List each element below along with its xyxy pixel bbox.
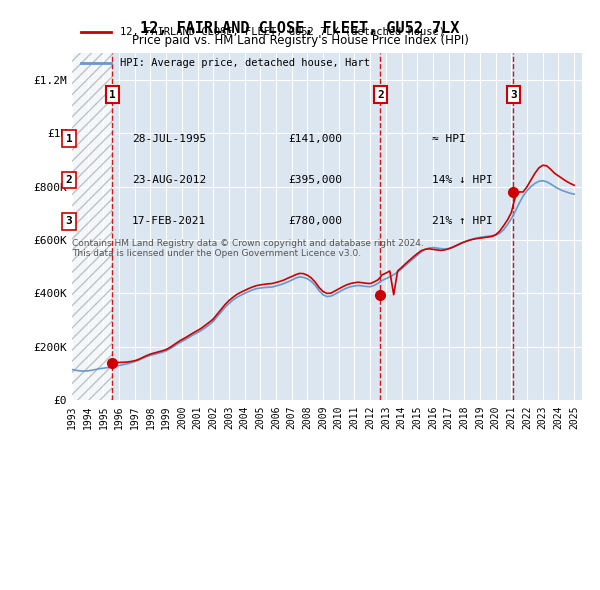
Text: 3: 3 bbox=[510, 90, 517, 100]
Text: 28-JUL-1995: 28-JUL-1995 bbox=[132, 134, 206, 143]
Text: 1: 1 bbox=[65, 134, 73, 143]
Text: 1: 1 bbox=[109, 90, 116, 100]
Text: 21% ↑ HPI: 21% ↑ HPI bbox=[432, 217, 493, 226]
Text: 14% ↓ HPI: 14% ↓ HPI bbox=[432, 175, 493, 185]
Text: £395,000: £395,000 bbox=[288, 175, 342, 185]
Text: 23-AUG-2012: 23-AUG-2012 bbox=[132, 175, 206, 185]
Text: HPI: Average price, detached house, Hart: HPI: Average price, detached house, Hart bbox=[119, 58, 370, 68]
Text: 2: 2 bbox=[65, 175, 73, 185]
Text: 12, FAIRLAND CLOSE, FLEET, GU52 7LX: 12, FAIRLAND CLOSE, FLEET, GU52 7LX bbox=[140, 21, 460, 35]
Text: Price paid vs. HM Land Registry's House Price Index (HPI): Price paid vs. HM Land Registry's House … bbox=[131, 34, 469, 47]
Text: Contains HM Land Registry data © Crown copyright and database right 2024.
This d: Contains HM Land Registry data © Crown c… bbox=[72, 239, 424, 258]
Text: 17-FEB-2021: 17-FEB-2021 bbox=[132, 217, 206, 226]
Text: 12, FAIRLAND CLOSE, FLEET, GU52 7LX (detached house): 12, FAIRLAND CLOSE, FLEET, GU52 7LX (det… bbox=[119, 27, 445, 37]
Text: 2: 2 bbox=[377, 90, 384, 100]
Text: £141,000: £141,000 bbox=[288, 134, 342, 143]
Bar bbox=[72, 53, 112, 400]
Text: ≈ HPI: ≈ HPI bbox=[432, 134, 466, 143]
Text: £780,000: £780,000 bbox=[288, 217, 342, 226]
Text: 3: 3 bbox=[65, 217, 73, 226]
